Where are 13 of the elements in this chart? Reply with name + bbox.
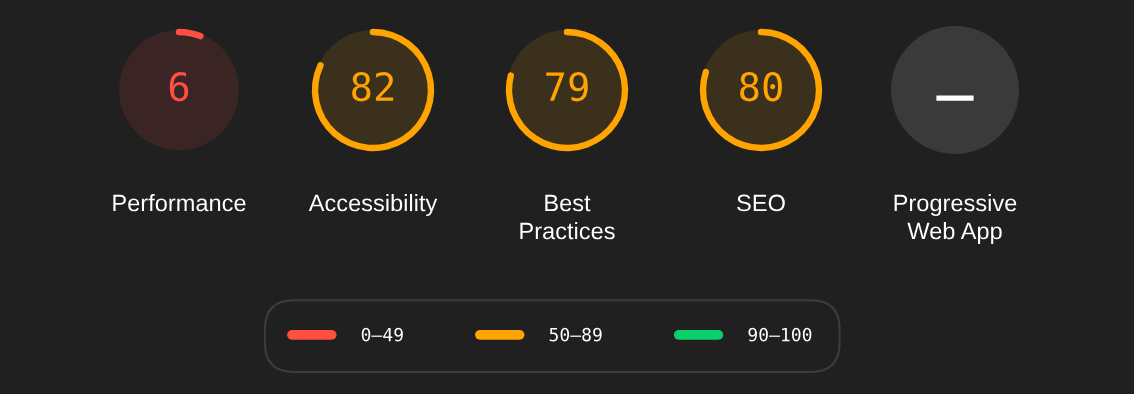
legend-label: 50–89 [549, 327, 602, 342]
legend-label: 90–100 [748, 327, 812, 342]
category-label: SEO [737, 194, 785, 212]
data-label: 80 [740, 71, 782, 102]
data-label: 6 [169, 71, 189, 102]
text: — [936, 95, 974, 101]
legend-label: 0–49 [361, 327, 403, 342]
category-label: Best Practices [520, 194, 615, 240]
data-label: 79 [546, 71, 588, 102]
category-label: Performance [113, 194, 246, 212]
category-label: Accessibility [308, 194, 438, 217]
category-label: Progressive Web App [894, 194, 1017, 245]
data-label: 82 [352, 71, 394, 102]
